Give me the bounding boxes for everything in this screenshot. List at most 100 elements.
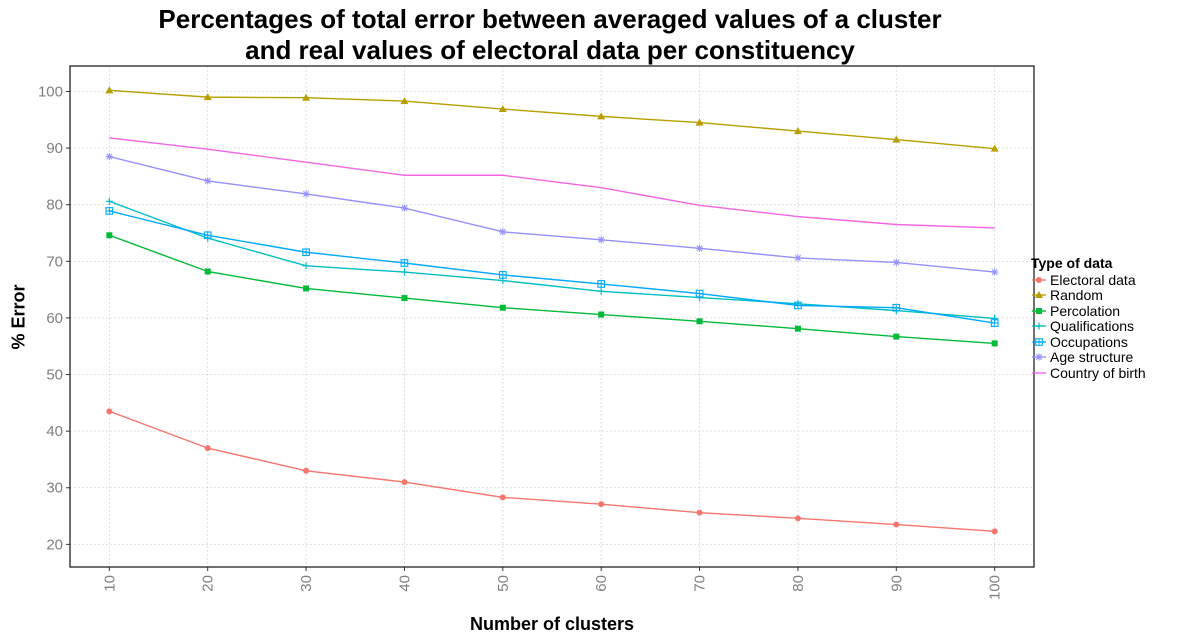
legend-label: Electoral data xyxy=(1050,271,1136,288)
x-tick-label: 10 xyxy=(101,575,118,592)
y-tick-label: 30 xyxy=(46,480,63,497)
data-point xyxy=(696,318,703,325)
data-point xyxy=(991,528,998,535)
x-tick-label: 70 xyxy=(692,575,709,592)
grid xyxy=(70,66,1034,567)
series-age-structure xyxy=(105,152,999,276)
data-point xyxy=(695,289,704,298)
legend-marker xyxy=(1035,337,1043,346)
legend-marker xyxy=(1036,307,1042,314)
x-axis-label: Number of clusters xyxy=(469,614,635,634)
legend-item: Qualifications xyxy=(1031,318,1146,334)
legend-marker xyxy=(1035,353,1043,361)
data-point xyxy=(991,268,999,276)
data-point xyxy=(499,228,507,236)
series-line-qualifications xyxy=(109,200,995,320)
series-electoral-data xyxy=(106,408,998,535)
series-line-percolation xyxy=(109,234,995,345)
data-point xyxy=(696,509,703,516)
series-line-age-structure xyxy=(109,155,995,273)
data-point xyxy=(400,259,409,267)
legend-key xyxy=(1032,322,1046,330)
data-point xyxy=(598,311,605,318)
x-tick-label: 80 xyxy=(790,575,807,592)
y-tick-label: 50 xyxy=(46,367,63,384)
y-tick-label: 90 xyxy=(46,140,63,157)
legend-label: Percolation xyxy=(1050,302,1121,319)
data-point xyxy=(106,408,113,415)
legend: Type of data Electoral data Random Percola… xyxy=(1031,255,1146,381)
data-point xyxy=(105,197,113,205)
data-point xyxy=(597,236,605,244)
data-point xyxy=(203,231,212,240)
data-point xyxy=(401,295,408,302)
chart-title: Percentages of total error between avera… xyxy=(0,4,1100,66)
data-point xyxy=(400,97,409,105)
legend-item: Electoral data xyxy=(1031,272,1146,288)
chart-title-line-1: Percentages of total error between avera… xyxy=(158,4,942,34)
data-point xyxy=(105,152,113,161)
data-point xyxy=(892,303,901,312)
series-percolation xyxy=(106,232,998,347)
series-occupations xyxy=(105,207,999,327)
legend-label: Age structure xyxy=(1050,349,1134,366)
axes: 20 30 40 50 60 70 80 90 100 10 20 30 40 50 60 70 80 90 100 xyxy=(38,83,1004,600)
x-tick-label: 20 xyxy=(200,575,217,592)
series-line-random xyxy=(109,89,995,150)
y-tick-label: 100 xyxy=(38,83,63,100)
legend-key xyxy=(1032,276,1046,283)
data-point xyxy=(303,285,310,292)
data-point xyxy=(794,301,802,310)
data-point xyxy=(793,127,802,135)
legend-marker xyxy=(1036,276,1042,283)
x-tick-label: 50 xyxy=(495,575,512,592)
data-point xyxy=(204,268,211,275)
legend-item: Percolation xyxy=(1031,303,1146,319)
y-tick-label: 80 xyxy=(46,197,63,214)
legend-key xyxy=(1032,291,1046,299)
data-point xyxy=(598,501,605,508)
legend-marker xyxy=(1035,291,1043,299)
legend-item: Age structure xyxy=(1031,349,1146,366)
data-point xyxy=(990,144,999,152)
data-point xyxy=(695,118,704,126)
data-point xyxy=(302,248,310,257)
data-point xyxy=(893,333,900,340)
data-point xyxy=(105,86,114,94)
data-point xyxy=(794,254,802,262)
data-point xyxy=(106,232,113,239)
x-tick-label: 100 xyxy=(987,575,1004,600)
data-point xyxy=(597,280,606,288)
y-tick-label: 40 xyxy=(46,423,63,440)
data-point xyxy=(401,479,408,486)
data-point xyxy=(105,207,114,215)
series-line-occupations xyxy=(109,210,995,324)
data-point xyxy=(302,262,310,270)
x-tick-label: 90 xyxy=(888,575,905,592)
data-point xyxy=(499,494,506,501)
legend-label: Random xyxy=(1050,287,1103,304)
legend-key xyxy=(1032,337,1046,346)
data-point xyxy=(892,135,901,143)
legend-label: Country of birth xyxy=(1050,364,1146,381)
data-point xyxy=(204,177,212,185)
data-point xyxy=(203,93,212,101)
data-point xyxy=(597,112,606,120)
legend-marker xyxy=(1035,322,1043,330)
data-point xyxy=(597,287,605,295)
legend-key xyxy=(1032,307,1046,314)
series-line-electoral-data xyxy=(109,410,995,533)
legend-items: Electoral data Random Percolation Qualifica… xyxy=(1031,272,1146,381)
chart-title-line-2: and real values of electoral data per co… xyxy=(245,35,855,65)
x-tick-label: 40 xyxy=(396,575,413,592)
data-point xyxy=(498,271,507,279)
data-point xyxy=(990,319,999,327)
series-qualifications xyxy=(105,197,999,323)
data-point xyxy=(794,325,801,332)
y-tick-label: 60 xyxy=(46,310,63,327)
data-point xyxy=(204,445,211,452)
data-point xyxy=(695,244,704,252)
series-country-of-birth xyxy=(109,137,995,229)
legend-item: Random xyxy=(1031,287,1146,304)
